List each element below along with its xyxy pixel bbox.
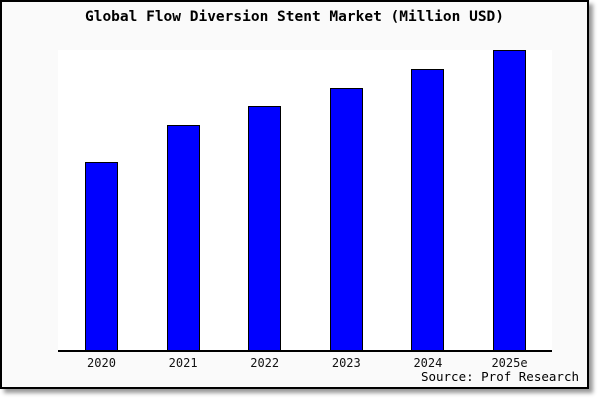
x-tick-label-2025e: 2025e: [491, 356, 528, 370]
bar-2025e: [493, 50, 526, 350]
chart-title: Global Flow Diversion Stent Market (Mill…: [84, 9, 505, 25]
chart-card: Global Flow Diversion Stent Market (Mill…: [0, 0, 589, 389]
x-tick-label-2022: 2022: [250, 356, 280, 370]
bar-2022: [248, 106, 282, 350]
x-tick-label-2024: 2024: [413, 356, 443, 370]
bar-2020: [85, 161, 118, 350]
bar-2024: [411, 68, 445, 350]
x-tick-label-2021: 2021: [168, 356, 198, 370]
bar-2021: [166, 125, 200, 350]
plot-area: [58, 50, 552, 352]
bar-2023: [329, 88, 363, 350]
source-note: Source: Prof Research: [420, 369, 579, 384]
x-tick-label-2023: 2023: [331, 356, 361, 370]
x-tick-label-2020: 2020: [87, 356, 116, 370]
